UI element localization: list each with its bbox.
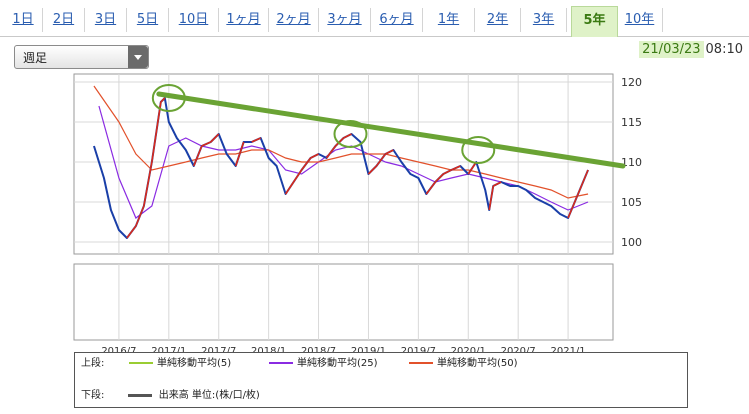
price-up-segment [450, 165, 461, 171]
x-tick-label: 2017/1 [151, 346, 186, 357]
price-up-segment [234, 141, 245, 167]
legend-ma-3: 単純移動平均(50) [409, 357, 518, 371]
y-tick-label: 110 [621, 156, 642, 169]
tab-4[interactable]: 5日 [127, 8, 169, 32]
chart-interval-select[interactable]: 週足 [14, 45, 149, 69]
legend-ma-label: 単純移動平均(5) [157, 358, 232, 369]
price-up-segment [425, 181, 436, 195]
tab-7[interactable]: 2ヶ月 [269, 8, 319, 32]
chart-legend: 上段: 単純移動平均(5) 単純移動平均(25) 単純移動平均(50) 下段: 出来… [74, 352, 688, 408]
price-up-segment [135, 205, 145, 227]
x-tick-label: 2021/1 [550, 346, 585, 357]
highlight-ellipse [333, 120, 368, 148]
price-up-segment [582, 169, 589, 183]
price-up-segment [193, 145, 203, 167]
highlight-ellipse [151, 84, 186, 112]
x-tick-label: 2018/1 [251, 346, 286, 357]
legend-volume-swatch [127, 393, 152, 397]
tab-6[interactable]: 1ヶ月 [219, 8, 269, 32]
legend-ma-label: 単純移動平均(50) [437, 358, 518, 369]
x-tick-label: 2019/7 [401, 346, 436, 357]
price-up-segment [310, 153, 319, 159]
price-chart-svg: 2016/7 2017/1 2017/7 2018/1 2018/7 2019/1 2019… [73, 73, 642, 357]
price-up-segment [300, 157, 312, 171]
y-tick-label: 100 [621, 236, 642, 249]
price-up-segment [201, 141, 212, 147]
price-up-segment [334, 137, 345, 147]
price-up-segment [151, 101, 162, 163]
price-up-segment [385, 149, 394, 155]
price-up-segment [492, 181, 502, 187]
tab-9[interactable]: 6ヶ月 [371, 8, 423, 32]
price-up-segment [160, 97, 166, 103]
legend-ma-2: 単純移動平均(25) [269, 357, 378, 371]
y-tick-label: 120 [621, 76, 642, 89]
price-up-segment [292, 169, 303, 183]
price-up-segment [210, 133, 220, 143]
legend-ma-swatch [129, 362, 153, 364]
legend-lower-row: 下段: 出来高 単位:(株/口/枚) [81, 389, 260, 403]
legend-ma-label: 単純移動平均(25) [297, 358, 378, 369]
tab-2[interactable]: 2日 [43, 8, 85, 32]
price-panel [73, 73, 614, 255]
price-up-segment [126, 225, 137, 239]
tab-14[interactable]: 10年 [617, 8, 663, 32]
tab-8[interactable]: 3ヶ月 [319, 8, 371, 32]
highlight-ellipse [461, 136, 496, 164]
price-chart: 2016/7 2017/1 2017/7 2018/1 2018/7 2019/1 2019… [0, 70, 749, 410]
x-tick-label: 2016/7 [101, 346, 136, 357]
tab-1[interactable]: 1日 [4, 8, 43, 32]
legend-upper-label: 上段: [81, 358, 105, 369]
x-tick-label: 2017/7 [201, 346, 236, 357]
price-up-segment [434, 173, 444, 183]
price-up-segment [367, 165, 378, 175]
price-up-segment [572, 193, 579, 207]
legend-upper-row: 上段: [81, 357, 104, 371]
last-updated-date: 21/03/23 [639, 41, 704, 58]
price-up-segment [284, 181, 295, 195]
y-tick-label: 115 [621, 116, 642, 129]
trendline [156, 91, 626, 169]
price-up-segment [442, 169, 452, 175]
chart-interval-value: 週足 [23, 51, 48, 65]
price-up-segment [567, 205, 574, 219]
legend-ma-swatch [409, 362, 433, 364]
price-up-segment [467, 161, 477, 175]
period-tabs: 1日 2日 3日 5日 10日 1ヶ月 2ヶ月 3ヶ月 6ヶ月 1年 2年 3年 5年 10年 [0, 0, 749, 37]
price-up-segment [143, 161, 153, 207]
tab-11[interactable]: 2年 [475, 8, 521, 32]
price-up-segment [488, 185, 495, 211]
tab-5[interactable]: 10日 [169, 8, 219, 32]
last-updated-time: 08:10 [705, 42, 743, 57]
y-tick-label: 105 [621, 196, 642, 209]
legend-volume-label: 出来高 単位:(株/口/枚) [158, 390, 260, 401]
ma-line-3 [93, 85, 589, 199]
tab-13[interactable]: 5年 [571, 6, 618, 37]
price-up-segment [325, 145, 337, 159]
x-tick-label: 2018/7 [301, 346, 336, 357]
x-tick-label: 2020/1 [451, 346, 486, 357]
x-tick-label: 2020/7 [501, 346, 536, 357]
last-updated: 21/03/23 08:10 [639, 41, 743, 58]
legend-ma-swatch [269, 362, 293, 364]
tab-10[interactable]: 1年 [423, 8, 475, 32]
legend-ma-1: 単純移動平均(5) [129, 357, 231, 371]
volume-panel [73, 263, 614, 341]
price-up-segment [375, 153, 387, 167]
tab-12[interactable]: 3年 [521, 8, 567, 32]
tab-3[interactable]: 3日 [85, 8, 127, 32]
x-tick-label: 2019/1 [351, 346, 386, 357]
price-up-segment [251, 137, 261, 143]
legend-lower-label: 下段: [81, 390, 105, 401]
chevron-down-icon[interactable] [128, 46, 148, 68]
price-up-segment [577, 181, 584, 195]
price-up-segment [343, 133, 352, 139]
